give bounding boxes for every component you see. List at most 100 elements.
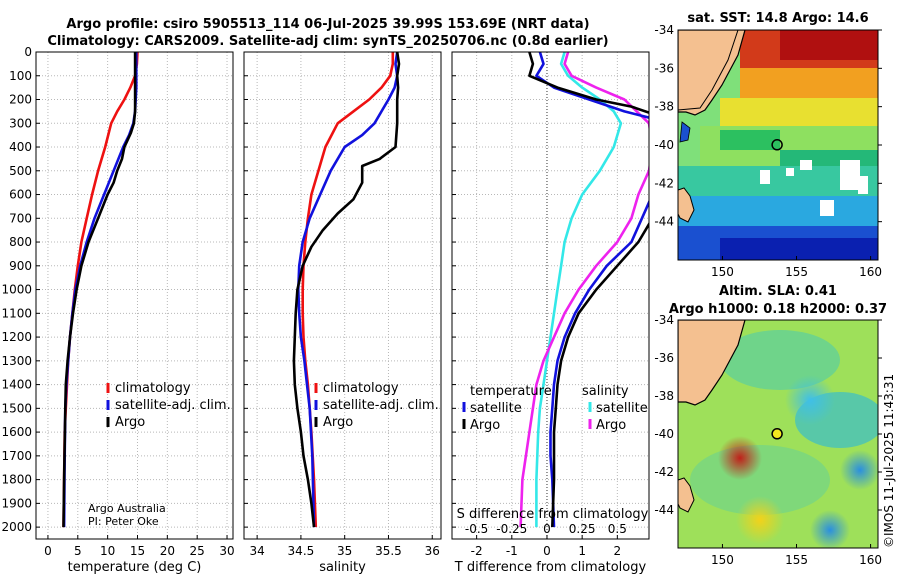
x-tick-label-top: 0.5	[608, 522, 627, 536]
sst-map-axes: 150 155 160 -34 -36 -38 -40 -42 -44	[654, 23, 882, 279]
x-tick-label-top: 0	[543, 522, 551, 536]
sla-map-title-line1: Altim. SLA: 0.41	[719, 284, 837, 299]
y-tick-label: 1100	[1, 306, 32, 320]
map-x-tick-label: 150	[711, 265, 734, 279]
series-group	[292, 52, 401, 528]
y-tick-label: 700	[9, 211, 32, 225]
axes-frame	[451, 51, 650, 540]
legend-label: satellite-adj. clim.	[323, 398, 439, 413]
y-tick-label: 0	[24, 45, 32, 59]
series-line-satellite-adj-clim-	[62, 52, 138, 528]
y-tick-label: 1000	[1, 283, 32, 297]
y-tick-label: 1700	[1, 449, 32, 463]
y-tick-label: 1200	[1, 330, 32, 344]
y-tick-label: 500	[9, 164, 32, 178]
series-line-temperature-satellite	[535, 52, 649, 528]
y-tick-label: 100	[9, 69, 32, 83]
legend-label: climatology	[115, 381, 191, 396]
sla-map-field	[678, 320, 878, 548]
map-y-tick-label: -36	[654, 351, 674, 365]
x-tick-label: -1	[506, 544, 518, 558]
x-tick-label: 30	[219, 544, 234, 558]
y-tick-label: 900	[9, 259, 32, 273]
legend-label: Argo	[596, 418, 626, 433]
legend-label: satellite	[470, 401, 522, 416]
figure-title-line1: Argo profile: csiro 5905513_114 06-Jul-2…	[66, 17, 589, 32]
y-tick-label: 1600	[1, 425, 32, 439]
series-group	[519, 52, 649, 528]
x-tick-label-top: -0.25	[496, 522, 527, 536]
map-x-tick-label: 155	[785, 265, 808, 279]
map-y-tick-label: -42	[654, 465, 674, 479]
sst-argo-marker	[771, 139, 783, 151]
y-tick-label: 1800	[1, 473, 32, 487]
credit-line1: Argo Australia	[88, 502, 166, 515]
x-tick-label: 36	[425, 544, 440, 558]
x-tick-label: 5	[74, 544, 82, 558]
timestamp: ©IMOS 11-Jul-2025 11:43:31	[882, 374, 896, 548]
y-tick-label: 1400	[1, 378, 32, 392]
axes-frame	[35, 51, 234, 540]
credit-line2: PI: Peter Oke	[88, 515, 159, 528]
y-tick-label: 400	[9, 140, 32, 154]
series-line-argo	[292, 52, 401, 528]
map-y-tick-label: -34	[654, 23, 674, 37]
series-line-argo	[62, 52, 137, 528]
y-tick-label: 300	[9, 116, 32, 130]
x-tick-label: 2	[614, 544, 622, 558]
x-tick-label-top: 0.25	[569, 522, 596, 536]
sla-map: Altim. SLA: 0.41 Argo h1000: 0.18 h2000:…	[654, 284, 887, 567]
sst-map-field	[678, 30, 878, 260]
x-tick-label: 10	[100, 544, 115, 558]
map-y-tick-label: -40	[654, 138, 674, 152]
x-tick-label: 34	[249, 544, 264, 558]
legend-label: climatology	[323, 381, 399, 396]
y-tick-label: 800	[9, 235, 32, 249]
salinity-panel: 34 34.5 35 35.5 36 salinity climatology satelli…	[243, 51, 442, 575]
x-tick-label: 1	[578, 544, 586, 558]
x-tick-label-top: -0.5	[465, 522, 488, 536]
map-x-tick-label: 155	[785, 553, 808, 567]
y-tick-label: 2000	[1, 520, 32, 534]
y-tick-label: 200	[9, 93, 32, 107]
legend-label: Argo	[470, 418, 500, 433]
x-axis-label-top: S difference from climatology	[457, 507, 649, 522]
sla-argo-marker	[771, 428, 783, 440]
map-y-tick-label: -42	[654, 176, 674, 190]
sla-map-title-line2: Argo h1000: 0.18 h2000: 0.37	[669, 302, 887, 317]
map-y-tick-label: -44	[654, 503, 674, 517]
temperature-panel: 0 5 10 15 20 25 30 temperature (deg C) 0 100 200 30…	[1, 45, 234, 575]
map-x-tick-label: 160	[859, 553, 882, 567]
map-x-tick-label: 160	[859, 265, 882, 279]
sst-map-title: sat. SST: 14.8 Argo: 14.6	[687, 11, 868, 26]
series-line-salinity-satellite	[535, 52, 623, 528]
sst-map: sat. SST: 14.8 Argo: 14.6	[654, 11, 882, 279]
legend-header-salinity: salinity	[582, 384, 629, 399]
x-tick-label: 34.5	[288, 544, 315, 558]
x-tick-label: 0	[44, 544, 52, 558]
x-axis-label: salinity	[319, 560, 366, 575]
map-y-tick-label: -38	[654, 100, 674, 114]
difference-panel: -2 -1 0 1 2 T difference from climatology temp…	[451, 51, 650, 575]
sla-map-axes: 150 155 160 -34 -36 -38 -40 -42 -44	[654, 313, 882, 567]
y-tick-label: 1300	[1, 354, 32, 368]
x-tick-label: 0	[543, 544, 551, 558]
x-axis-label: temperature (deg C)	[68, 560, 202, 575]
figure-title-line2: Climatology: CARS2009. Satellite-adj cli…	[47, 34, 608, 49]
y-tick-label: 1500	[1, 401, 32, 415]
series-line-salinity-argo	[519, 52, 649, 528]
map-y-tick-label: -36	[654, 61, 674, 75]
series-group	[62, 52, 139, 528]
map-y-tick-label: -34	[654, 313, 674, 327]
axes-frame	[243, 51, 442, 540]
series-line-satellite-adj-clim-	[296, 52, 399, 528]
map-y-tick-label: -40	[654, 427, 674, 441]
x-tick-label: 15	[130, 544, 145, 558]
x-tick-label: 35.5	[375, 544, 402, 558]
x-axis-label: T difference from climatology	[454, 560, 647, 575]
map-x-tick-label: 150	[711, 553, 734, 567]
legend-label: satellite-adj. clim.	[115, 398, 231, 413]
x-tick-label: 25	[190, 544, 205, 558]
legend-label: satellite	[596, 401, 648, 416]
